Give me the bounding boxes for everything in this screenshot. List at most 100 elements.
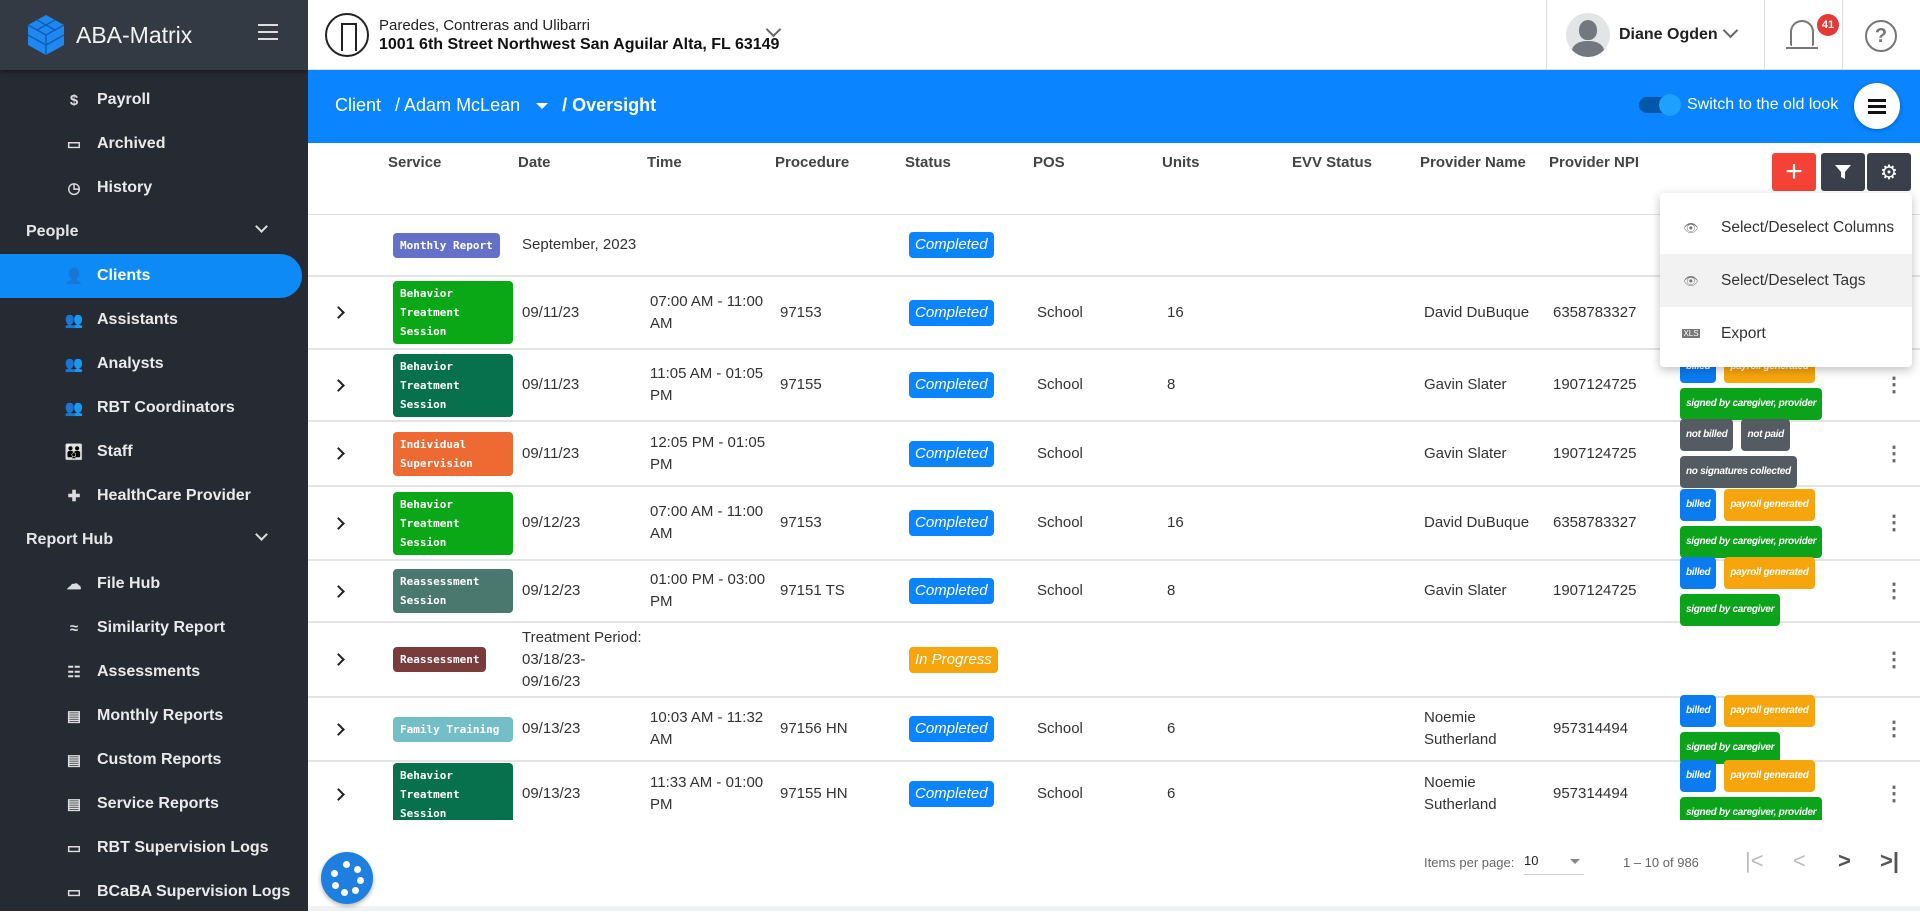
organization-switch-chevron-icon[interactable]	[765, 21, 782, 38]
chevron-right-icon[interactable]	[332, 516, 345, 530]
row-actions-kebab-icon[interactable]: ⋮	[1884, 580, 1904, 602]
row-actions-kebab-icon[interactable]: ⋮	[1884, 512, 1904, 534]
sidebar-item-staff[interactable]: 👪 Staff	[0, 430, 302, 474]
menu-item-select-deselect-tags[interactable]: 👁 Select/Deselect Tags	[1660, 254, 1912, 307]
expand-cell[interactable]	[332, 762, 345, 820]
status-badge: Completed	[909, 510, 994, 536]
sidebar-toggle-icon[interactable]	[258, 24, 278, 40]
row-actions-kebab-icon[interactable]: ⋮	[1884, 783, 1904, 805]
last-page-button[interactable]: >|	[1880, 848, 1900, 873]
chevron-right-icon[interactable]	[332, 722, 345, 736]
chevron-right-icon[interactable]	[332, 787, 345, 801]
chevron-right-icon[interactable]	[332, 653, 345, 666]
previous-page-button[interactable]: <	[1793, 848, 1806, 873]
column-header-service[interactable]: Service	[388, 154, 442, 171]
old-look-toggle-label[interactable]: Switch to the old look	[1687, 96, 1839, 113]
column-header-units[interactable]: Units	[1162, 154, 1200, 171]
date-cell: Treatment Period: 03/18/23-09/16/23	[522, 628, 642, 690]
sidebar-item-assistants[interactable]: 👥 Assistants	[0, 298, 302, 342]
sidebar-item-label: Staff	[97, 443, 133, 460]
status-cell: In Progress	[909, 623, 998, 696]
sidebar-item-payroll[interactable]: $ Payroll	[0, 78, 302, 122]
client-select-caret-icon[interactable]	[536, 102, 549, 109]
row-actions-kebab-icon[interactable]: ⋮	[1884, 648, 1904, 671]
sidebar-item-file-hub[interactable]: ☁ File Hub	[0, 562, 302, 606]
provider-cell: David DuBuque	[1424, 303, 1530, 321]
sidebar-item-rbt-supervision-logs[interactable]: ▭ RBT Supervision Logs	[0, 826, 302, 870]
accessibility-fab-button[interactable]	[321, 852, 373, 904]
sidebar-item-assessments[interactable]: ☷ Assessments	[0, 650, 302, 694]
items-per-page-select[interactable]: 10	[1524, 853, 1584, 875]
column-header-pos[interactable]: POS	[1033, 154, 1065, 171]
sidebar-item-custom-reports[interactable]: ▤ Custom Reports	[0, 738, 302, 782]
column-header-provider-npi[interactable]: Provider NPI	[1549, 154, 1640, 171]
column-header-evv-status[interactable]: EVV Status	[1292, 154, 1373, 171]
first-page-button[interactable]: |<	[1745, 848, 1764, 873]
users-icon: 👥	[64, 356, 84, 373]
chevron-right-icon[interactable]	[332, 378, 345, 392]
old-look-toggle[interactable]	[1639, 94, 1681, 116]
page-menu-button[interactable]	[1854, 83, 1900, 129]
users-icon: 👥	[64, 312, 84, 329]
sidebar-item-monthly-reports[interactable]: ▤ Monthly Reports	[0, 694, 302, 738]
table-row: Reassessment Session 09/12/23 01:00 PM - 0…	[308, 556, 1920, 626]
filter-button[interactable]	[1821, 153, 1865, 191]
service-cell: Behavior Treatment Session	[393, 350, 513, 420]
row-actions-kebab-icon[interactable]: ⋮	[1884, 374, 1904, 396]
sidebar-item-service-reports[interactable]: ▤ Service Reports	[0, 782, 302, 826]
pos-cell: School	[1037, 376, 1083, 393]
expand-cell[interactable]	[332, 698, 345, 760]
chevron-down-icon[interactable]	[255, 220, 268, 233]
date-cell: 09/13/23	[522, 720, 581, 737]
help-icon[interactable]: ?	[1865, 20, 1897, 52]
expand-cell[interactable]	[332, 487, 345, 559]
sidebar-item-label: HealthCare Provider	[97, 487, 251, 504]
column-header-procedure[interactable]: Procedure	[775, 154, 850, 171]
breadcrumb-client[interactable]: Client	[335, 95, 382, 115]
sidebar-item-history[interactable]: ◷ History	[0, 166, 302, 210]
service-badge: Reassessment Session	[393, 569, 513, 613]
row-actions-kebab-icon[interactable]: ⋮	[1884, 718, 1904, 740]
chevron-down-icon[interactable]	[255, 528, 268, 541]
expand-cell[interactable]	[332, 277, 345, 348]
column-header-provider-name[interactable]: Provider Name	[1420, 154, 1526, 171]
expand-cell[interactable]	[332, 561, 345, 621]
row-actions-kebab-icon[interactable]: ⋮	[1884, 442, 1904, 465]
procedure-cell: 97155 HN	[780, 785, 848, 802]
menu-item-select-deselect-columns[interactable]: 👁 Select/Deselect Columns	[1660, 201, 1912, 254]
sidebar-item-bcaba-supervision-logs[interactable]: ▭ BCaBA Supervision Logs	[0, 870, 302, 914]
chevron-right-icon[interactable]	[332, 306, 345, 319]
settings-button[interactable]: ⚙	[1867, 153, 1911, 191]
sidebar-item-clients[interactable]: 👤 Clients	[0, 254, 302, 298]
table-row: Family Training 09/13/23 10:03 AM - 11:32 …	[308, 694, 1920, 764]
sidebar-item-analysts[interactable]: 👥 Analysts	[0, 342, 302, 386]
sidebar-item-healthcare-provider[interactable]: ✚ HealthCare Provider	[0, 474, 302, 518]
table-header: Service Date Time Procedure Status POS U…	[308, 143, 1920, 215]
column-header-date[interactable]: Date	[518, 154, 551, 171]
add-button[interactable]: +	[1772, 153, 1816, 191]
expand-cell[interactable]	[332, 422, 345, 485]
chevron-right-icon[interactable]	[332, 447, 345, 460]
procedure-cell: 97153	[780, 303, 822, 321]
notification-bell-icon[interactable]	[1786, 20, 1818, 49]
sidebar-item-archived[interactable]: ▭ Archived	[0, 122, 302, 166]
user-name[interactable]: Diane Ogden	[1619, 26, 1718, 43]
sidebar-item-similarity-report[interactable]: ≈ Similarity Report	[0, 606, 302, 650]
status-badge: Completed	[909, 716, 994, 742]
user-menu-chevron-icon[interactable]	[1722, 22, 1739, 39]
service-badge: Reassessment	[393, 647, 487, 672]
expand-cell[interactable]	[332, 623, 345, 696]
expand-cell[interactable]	[332, 350, 345, 420]
breadcrumb-client-name[interactable]: / Adam McLean	[395, 95, 521, 115]
sidebar-item-rbt-coordinators[interactable]: 👥 RBT Coordinators	[0, 386, 302, 430]
chevron-right-icon[interactable]	[332, 584, 345, 598]
service-cell: Behavior Treatment Session	[393, 487, 513, 559]
menu-item-export[interactable]: XLS Export	[1660, 307, 1912, 360]
column-header-time[interactable]: Time	[647, 154, 682, 171]
column-header-status[interactable]: Status	[905, 154, 951, 171]
user-avatar[interactable]	[1566, 13, 1610, 57]
next-page-button[interactable]: >	[1838, 848, 1851, 873]
sidebar-item-label: History	[97, 179, 153, 196]
sidebar-section-report-hub[interactable]: Report Hub	[26, 518, 276, 562]
sidebar-section-people[interactable]: People	[26, 210, 276, 254]
